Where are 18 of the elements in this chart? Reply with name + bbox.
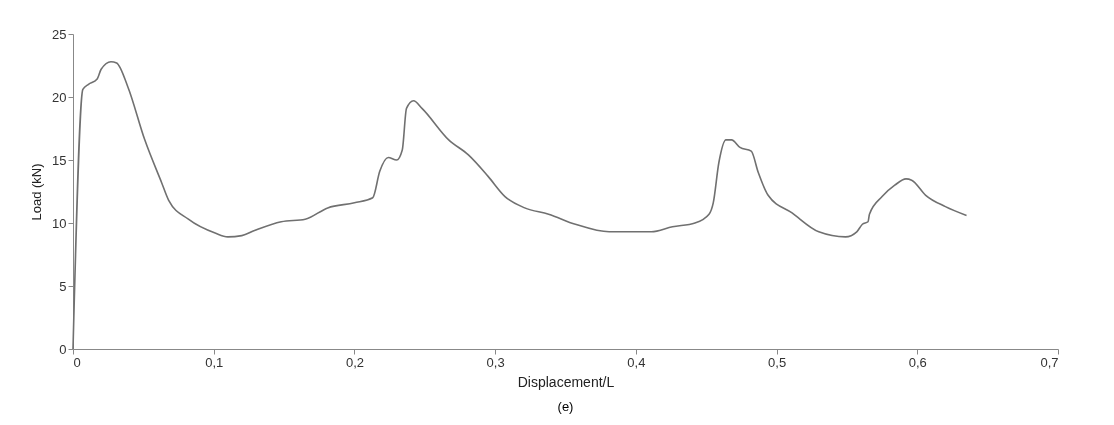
line-series (72, 60, 968, 350)
y-tick-label: 5 (59, 278, 67, 294)
y-tick-label: 25 (52, 26, 67, 42)
y-tick-label: 0 (59, 341, 67, 357)
y-axis-title: Load (kN) (29, 163, 45, 221)
y-tick-label: 20 (52, 89, 67, 105)
x-tick-label: 0,5 (768, 354, 787, 370)
x-tick-label: 0,3 (486, 354, 505, 370)
y-tick-label: 10 (52, 215, 67, 231)
x-tick-label: 0 (73, 354, 81, 370)
x-tick-label: 0,6 (908, 354, 927, 370)
x-tick-label: 0,2 (345, 354, 364, 370)
x-tick-label: 0,4 (627, 354, 646, 370)
x-tick-label: 0,1 (205, 354, 224, 370)
y-tick-label: 15 (52, 152, 67, 168)
x-axis-title: Displacement/L (517, 373, 615, 390)
x-tick-label: 0,7 (1040, 354, 1059, 370)
text: (e) (557, 399, 574, 414)
